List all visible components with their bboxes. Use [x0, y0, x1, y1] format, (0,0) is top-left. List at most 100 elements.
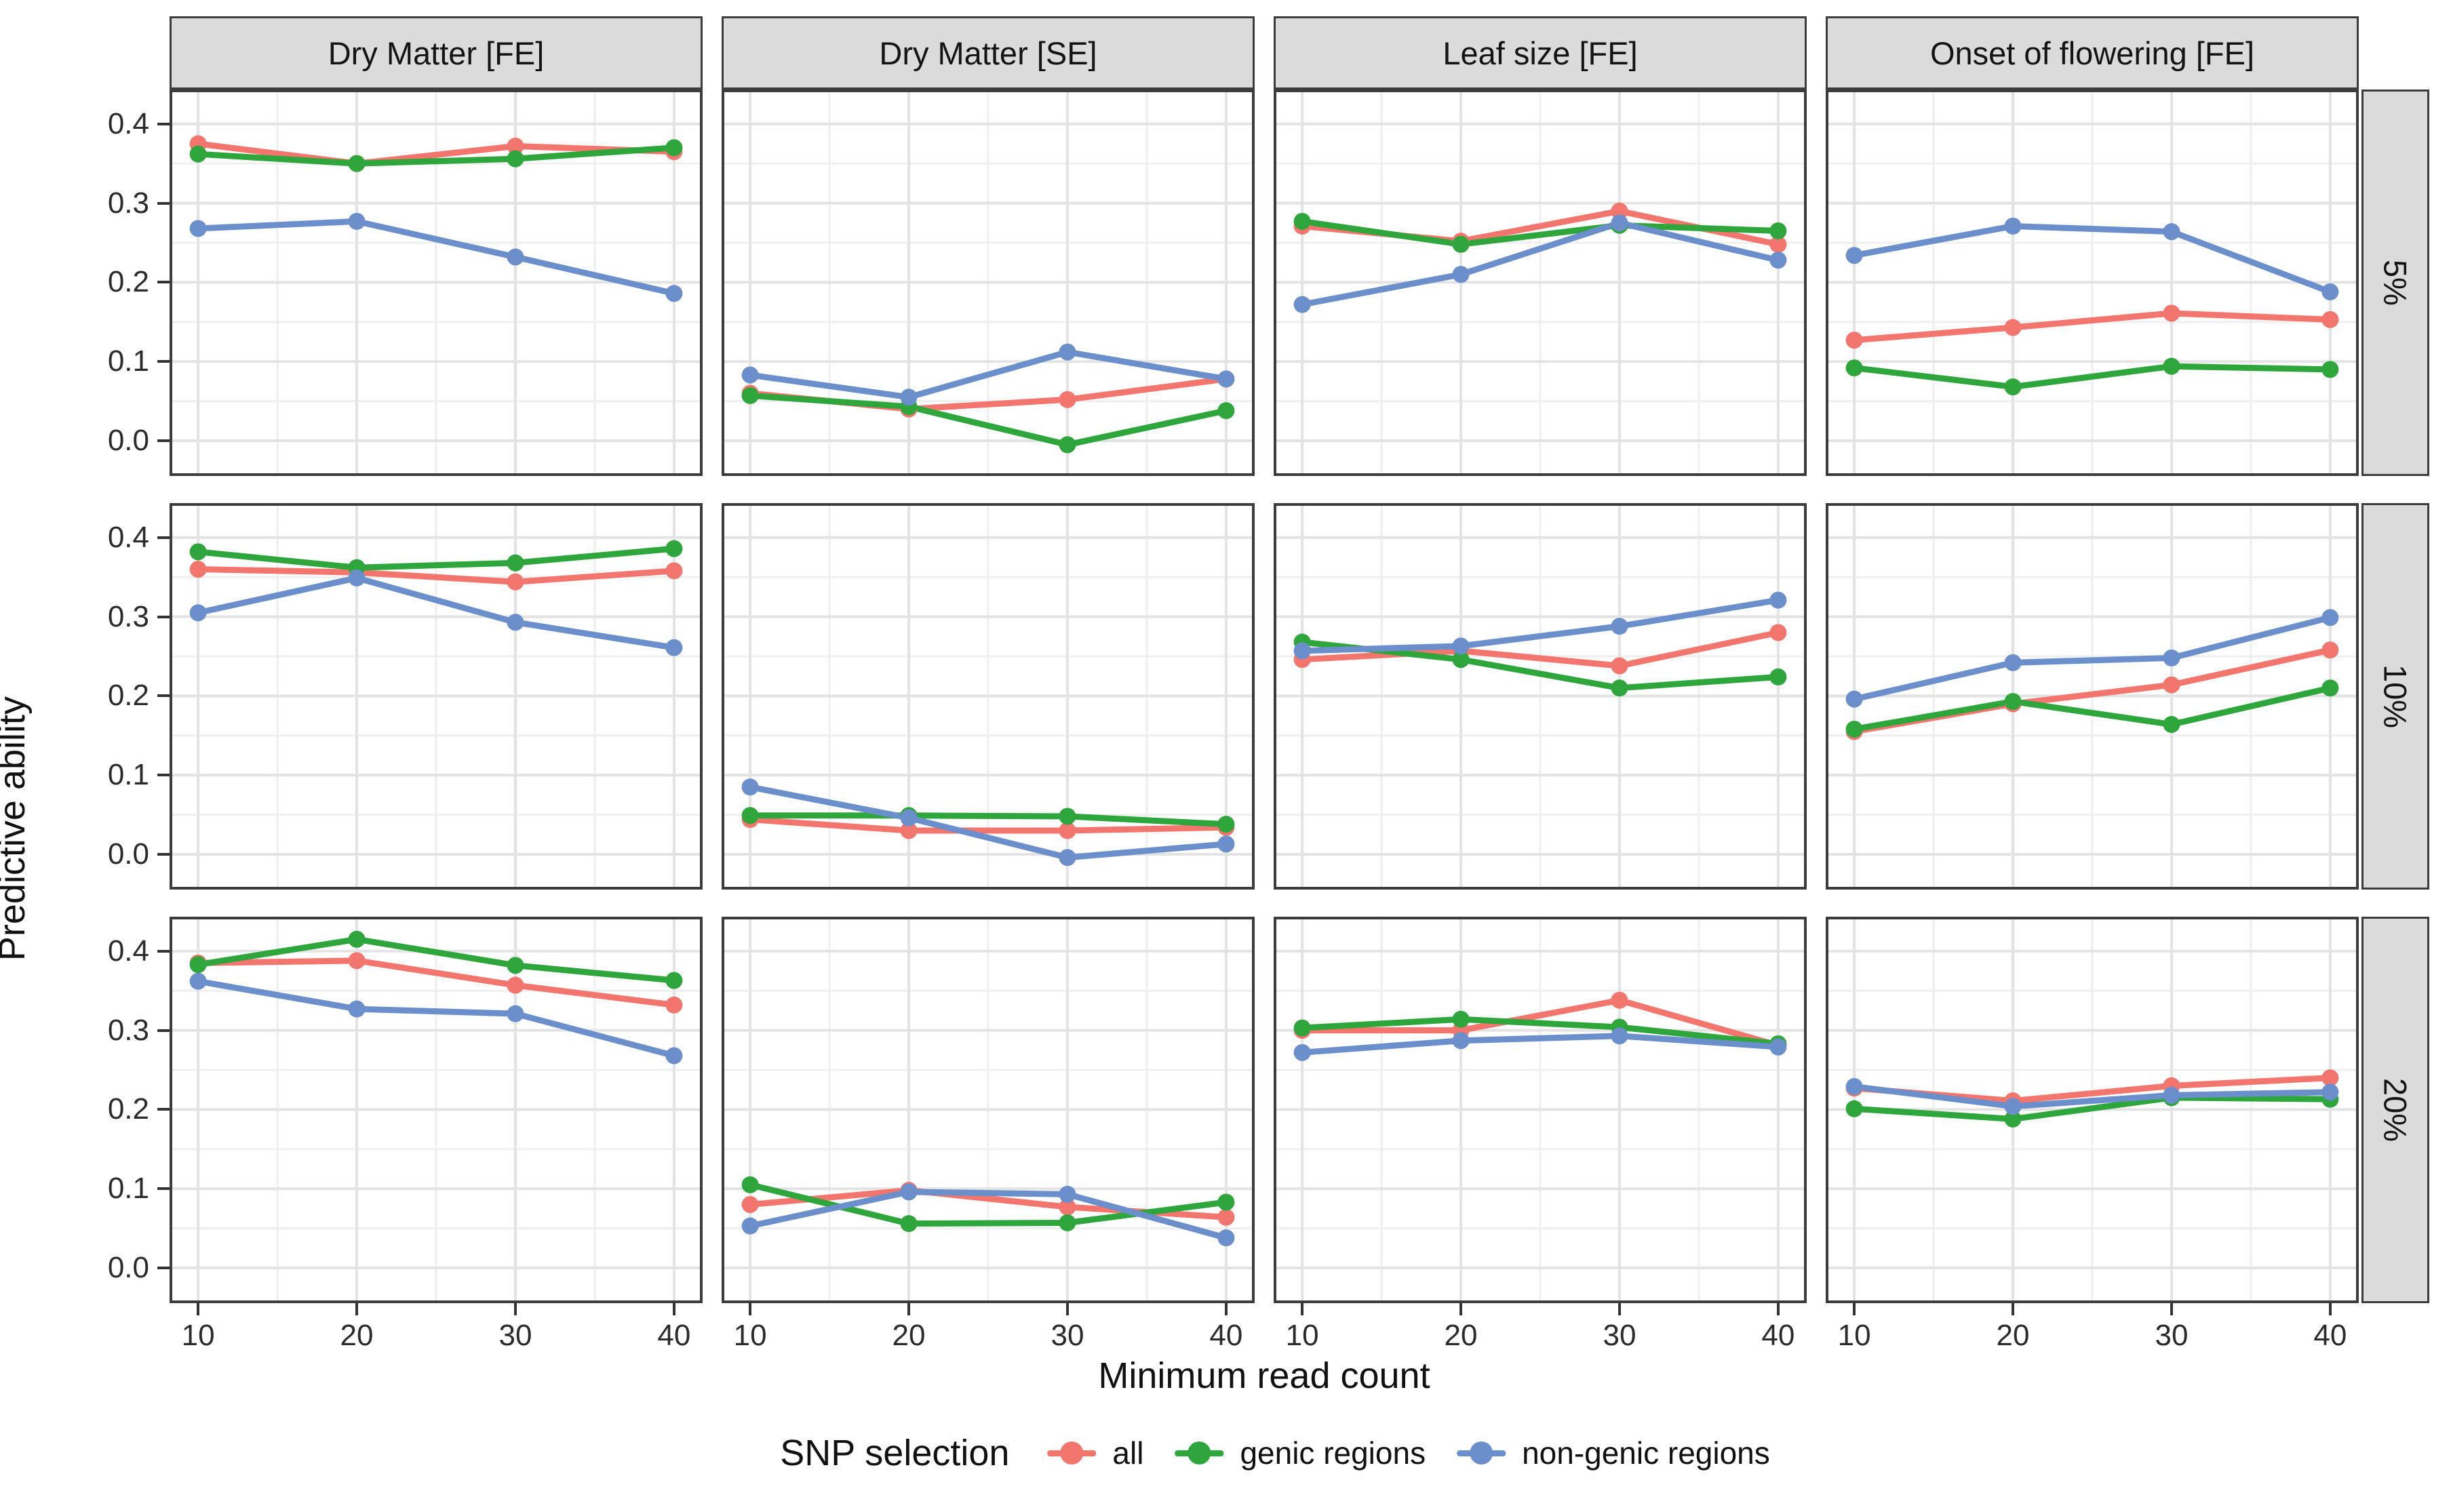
y-tick-label: 0.0 — [107, 1251, 149, 1285]
point-all — [1845, 332, 1863, 349]
legend-key-all-icon — [1047, 1437, 1097, 1469]
x-tick-mark — [1776, 1303, 1780, 1315]
point-all — [741, 1196, 759, 1214]
x-tick-label: 40 — [657, 1319, 691, 1352]
x-tick-mark — [749, 1303, 752, 1315]
point-all — [1611, 991, 1628, 1009]
x-tick-label: 30 — [2155, 1319, 2189, 1352]
y-tick-label: 0.1 — [107, 1172, 149, 1206]
point-genic regions — [1059, 808, 1076, 825]
point-non-genic regions — [189, 972, 207, 990]
y-axis-title: Predictive ability — [0, 696, 33, 961]
point-non-genic regions — [1452, 266, 1470, 283]
line-non-genic regions — [1301, 597, 1779, 654]
legend-entry-genic-regions: genic regions — [1175, 1435, 1426, 1471]
x-tick-label: 30 — [498, 1319, 532, 1352]
x-tick-label: 10 — [1837, 1319, 1871, 1352]
point-non-genic regions — [1217, 1229, 1235, 1247]
x-tick-label: 20 — [1996, 1319, 2030, 1352]
point-all — [1611, 202, 1628, 220]
point-non-genic regions — [1452, 637, 1470, 655]
line-genic regions — [1854, 1094, 2330, 1122]
legend-entry-label: all — [1112, 1435, 1144, 1471]
point-genic regions — [1059, 1214, 1076, 1231]
line-all — [198, 957, 675, 1008]
point-non-genic regions — [1611, 214, 1628, 232]
x-tick-mark — [672, 1303, 675, 1315]
y-tick-mark — [157, 615, 170, 618]
point-non-genic regions — [900, 1183, 918, 1201]
facet-strip-label: Onset of flowering [FE] — [1929, 35, 2255, 71]
point-genic regions — [1845, 1100, 1863, 1117]
point-non-genic regions — [900, 809, 918, 827]
x-tick-mark — [1853, 1303, 1856, 1315]
point-genic regions — [1293, 212, 1311, 230]
line-genic regions — [197, 936, 675, 984]
legend-title: SNP selection — [780, 1433, 1010, 1473]
y-tick-mark — [157, 201, 170, 205]
point-genic regions — [741, 807, 759, 824]
line-all — [197, 140, 675, 167]
point-non-genic regions — [1769, 1038, 1787, 1056]
point-genic regions — [900, 1215, 918, 1233]
y-tick-label: 0.4 — [107, 934, 149, 968]
panel-20%-Onset of flowering [FE] — [1826, 917, 2359, 1303]
point-genic regions — [1769, 668, 1787, 685]
point-non-genic regions — [1769, 591, 1787, 609]
point-genic regions — [2163, 357, 2180, 375]
line-genic regions — [1301, 218, 1779, 247]
point-genic regions — [189, 145, 207, 163]
line-genic regions — [1854, 363, 2330, 391]
point-non-genic regions — [741, 778, 759, 796]
point-genic regions — [1059, 436, 1076, 454]
line-non-genic regions — [749, 784, 1227, 861]
point-genic regions — [1769, 222, 1787, 239]
point-genic regions — [1293, 1019, 1311, 1037]
point-non-genic regions — [2321, 1083, 2339, 1101]
point-all — [1059, 391, 1076, 408]
point-genic regions — [665, 540, 683, 557]
point-non-genic regions — [2004, 1098, 2022, 1115]
y-tick-mark — [157, 949, 170, 953]
facet-strip-col-2: Dry Matter [SE] — [722, 16, 1255, 89]
x-tick-label: 10 — [733, 1319, 767, 1352]
point-all — [1059, 1198, 1076, 1216]
point-non-genic regions — [348, 569, 366, 586]
point-non-genic regions — [507, 1005, 524, 1022]
line-non-genic regions — [1854, 1083, 2330, 1110]
point-non-genic regions — [2163, 223, 2180, 241]
y-tick-label: 0.2 — [107, 679, 149, 713]
legend: SNP selection all genic regions non-geni… — [780, 1432, 1770, 1474]
point-genic regions — [2321, 679, 2339, 697]
legend-key-non-genic-regions-icon — [1457, 1437, 1506, 1469]
line-non-genic regions — [749, 1189, 1228, 1241]
point-genic regions — [2163, 715, 2180, 733]
facet-strip-row-1: 5% — [2361, 89, 2429, 476]
y-tick-mark — [157, 536, 170, 539]
y-tick-mark — [157, 694, 170, 698]
panel-5%-Dry Matter [FE] — [170, 89, 703, 476]
point-genic regions — [1452, 651, 1470, 669]
panel-5%-Dry Matter [SE] — [722, 89, 1255, 476]
point-all — [348, 952, 366, 970]
line-non-genic regions — [1301, 220, 1779, 308]
point-genic regions — [507, 150, 524, 167]
facet-strip-label: 20% — [2377, 1077, 2414, 1142]
point-non-genic regions — [2321, 609, 2339, 626]
y-tick-label: 0.3 — [107, 599, 149, 633]
point-all — [1217, 1208, 1235, 1226]
point-genic regions — [665, 139, 683, 157]
facet-strip-label: 5% — [2377, 260, 2414, 306]
point-non-genic regions — [1452, 1032, 1470, 1050]
y-tick-mark — [157, 774, 170, 777]
point-all — [189, 561, 207, 578]
y-tick-label: 0.3 — [107, 186, 149, 220]
point-genic regions — [2321, 361, 2339, 378]
line-all — [1301, 629, 1779, 669]
point-non-genic regions — [2004, 217, 2022, 235]
point-non-genic regions — [665, 285, 683, 302]
point-genic regions — [348, 930, 366, 948]
point-genic regions — [1611, 679, 1628, 697]
y-tick-mark — [157, 1029, 170, 1032]
point-all — [665, 996, 683, 1014]
